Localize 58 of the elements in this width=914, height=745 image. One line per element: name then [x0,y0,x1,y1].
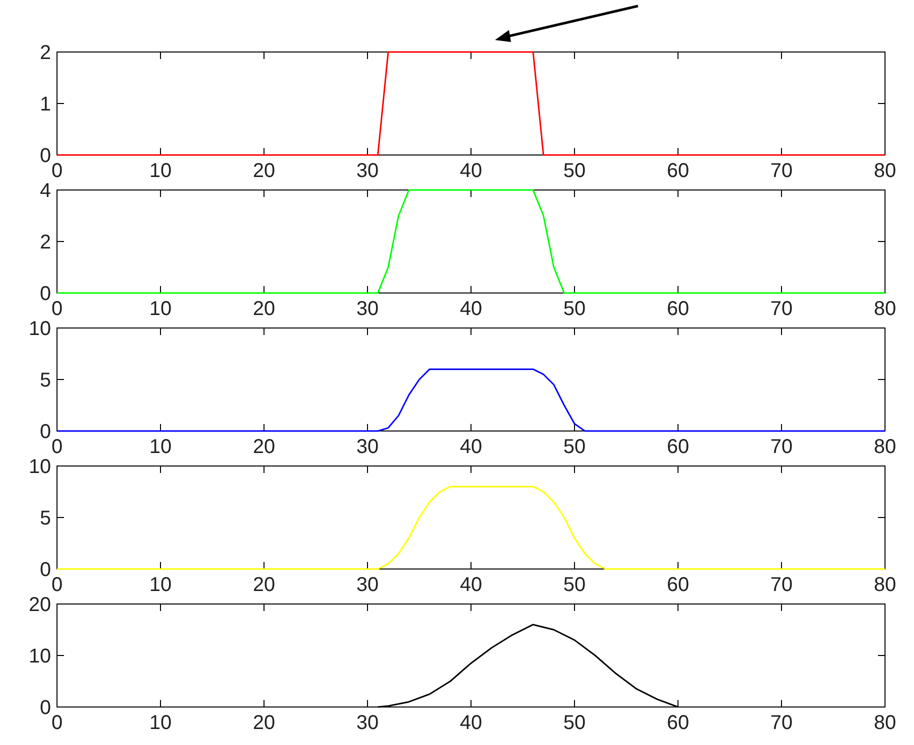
y-tick-label: 0 [40,145,51,167]
line-series [56,486,886,570]
x-tick-label: 40 [460,712,482,734]
y-tick-label: 10 [28,318,51,340]
x-tick-label: 80 [874,298,896,320]
x-tick-label: 40 [460,436,482,458]
y-tick-label: 5 [40,370,51,392]
x-tick-label: 50 [563,160,586,182]
x-tick-label: 60 [666,712,690,734]
x-tick-label: 20 [252,712,276,734]
x-tick-label: 10 [149,712,172,734]
x-tick-label: 80 [874,160,896,182]
x-tick-label: 50 [563,712,586,734]
y-tick-label: 2 [40,232,51,254]
x-tick-label: 30 [356,160,379,182]
x-tick-label: 40 [460,574,482,596]
x-tick-label: 40 [460,298,482,320]
x-tick-label: 40 [460,160,482,182]
x-tick-label: 20 [252,436,276,458]
y-tick-label: 20 [28,594,51,616]
x-tick-label: 20 [252,574,276,596]
x-tick-label: 50 [563,298,586,320]
x-tick-label: 80 [874,712,896,734]
x-tick-label: 70 [770,160,793,182]
x-tick-label: 60 [666,298,690,320]
y-tick-label: 2 [40,42,51,64]
line-series [56,368,886,432]
x-tick-label: 10 [149,160,172,182]
y-tick-label: 5 [40,508,51,530]
x-tick-label: 20 [252,298,276,320]
y-tick-label: 4 [40,180,51,202]
y-tick-label: 0 [40,421,51,443]
y-tick-label: 10 [28,646,51,668]
x-tick-label: 10 [149,574,172,596]
line-series [56,189,886,294]
x-tick-label: 30 [356,574,379,596]
x-tick-label: 80 [874,574,896,596]
x-tick-label: 10 [149,436,172,458]
x-tick-label: 70 [770,574,793,596]
x-tick-label: 10 [149,298,172,320]
y-tick-label: 10 [28,456,51,478]
x-tick-label: 70 [770,712,793,734]
x-tick-label: 30 [356,712,379,734]
x-tick-label: 70 [770,436,793,458]
x-tick-label: 30 [356,436,379,458]
y-tick-label: 0 [40,697,51,719]
x-tick-label: 20 [252,160,276,182]
x-tick-label: 80 [874,436,896,458]
x-tick-label: 60 [666,160,690,182]
y-tick-label: 1 [40,94,51,116]
y-tick-label: 0 [40,283,51,305]
x-tick-label: 50 [563,436,586,458]
x-tick-label: 60 [666,574,690,596]
x-tick-label: 60 [666,436,690,458]
x-tick-label: 50 [563,574,586,596]
x-tick-label: 70 [770,298,793,320]
x-tick-label: 30 [356,298,379,320]
y-tick-label: 0 [40,559,51,581]
